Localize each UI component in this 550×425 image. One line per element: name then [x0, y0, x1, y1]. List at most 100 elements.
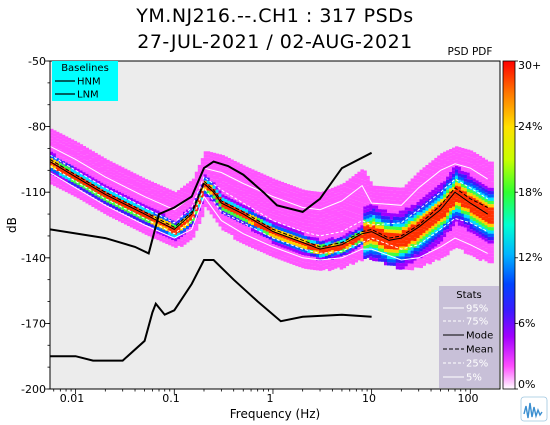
pdf-cell — [360, 228, 364, 232]
pdf-cell — [345, 193, 350, 198]
pdf-cell — [354, 219, 358, 224]
pdf-cell — [58, 185, 63, 190]
pdf-cell — [387, 190, 391, 194]
pdf-cell — [478, 234, 483, 238]
pdf-cell — [363, 206, 367, 210]
pdf-cell — [425, 217, 429, 221]
pdf-cell — [73, 193, 78, 197]
pdf-cell — [156, 190, 160, 195]
pdf-cell — [103, 171, 107, 175]
pdf-cell — [271, 254, 276, 258]
pdf-cell — [224, 176, 228, 180]
pdf-cell — [357, 217, 361, 221]
pdf-cell — [428, 234, 432, 239]
pdf-cell — [79, 144, 84, 148]
pdf-cell — [94, 202, 98, 206]
pdf-cell — [410, 204, 415, 208]
pdf-cell — [490, 204, 494, 208]
pdf-cell — [384, 196, 388, 200]
pdf-cell — [262, 230, 267, 234]
pdf-cell — [168, 212, 172, 216]
pdf-cell — [455, 159, 459, 163]
pdf-cell — [407, 233, 412, 238]
pdf-cell — [94, 156, 98, 160]
pdf-cell — [452, 242, 456, 247]
pdf-cell — [431, 232, 435, 236]
pdf-cell — [277, 249, 282, 253]
pdf-cell — [292, 205, 296, 210]
pdf-cell — [242, 165, 246, 169]
pdf-cell — [307, 200, 311, 204]
pdf-cell — [392, 243, 397, 247]
pdf-cell — [112, 195, 116, 199]
pdf-cell — [478, 228, 483, 232]
pdf-cell — [469, 212, 474, 217]
pdf-cell — [484, 182, 488, 186]
pdf-cell — [304, 236, 308, 240]
pdf-cell — [330, 246, 335, 251]
pdf-cell — [97, 167, 101, 172]
pdf-cell — [50, 148, 54, 152]
pdf-cell — [333, 239, 338, 243]
pdf-cell — [428, 247, 432, 252]
pdf-cell — [339, 200, 344, 204]
pdf-cell — [310, 227, 314, 231]
pdf-cell — [404, 210, 409, 214]
pdf-cell — [460, 213, 465, 217]
pdf-cell — [203, 171, 208, 175]
pdf-cell — [313, 234, 317, 238]
pdf-cell — [348, 211, 353, 215]
pdf-cell — [372, 189, 376, 193]
pdf-cell — [239, 239, 243, 243]
pdf-cell — [85, 157, 89, 161]
pdf-cell — [401, 246, 406, 250]
pdf-cell — [333, 249, 338, 253]
pdf-cell — [484, 244, 488, 249]
pdf-cell — [94, 172, 98, 176]
pdf-cell — [330, 224, 335, 228]
pdf-cell — [321, 227, 326, 231]
pdf-cell — [339, 223, 344, 227]
pdf-cell — [321, 266, 326, 271]
pdf-cell — [457, 216, 462, 220]
pdf-cell — [457, 160, 462, 164]
pdf-cell — [188, 217, 193, 221]
pdf-cell — [452, 160, 456, 165]
pdf-cell — [490, 227, 494, 231]
pdf-cell — [85, 183, 89, 188]
pdf-cell — [428, 218, 432, 222]
pdf-cell — [342, 212, 347, 216]
pdf-cell — [434, 253, 438, 257]
pdf-cell — [301, 258, 305, 262]
pdf-cell — [422, 255, 426, 260]
pdf-cell — [307, 252, 311, 257]
pdf-cell — [180, 217, 184, 221]
pdf-cell — [330, 237, 335, 241]
pdf-cell — [410, 214, 415, 218]
pdf-cell — [224, 225, 228, 229]
pdf-cell — [360, 202, 364, 206]
pdf-cell — [186, 212, 190, 217]
pdf-cell — [85, 160, 89, 165]
pdf-cell — [79, 157, 84, 161]
pdf-cell — [342, 238, 347, 242]
pdf-cell — [180, 207, 184, 211]
pdf-cell — [67, 167, 72, 171]
pdf-cell — [466, 198, 471, 203]
pdf-cell — [82, 195, 86, 199]
pdf-cell — [150, 191, 154, 195]
pdf-cell — [215, 183, 219, 187]
pdf-cell — [221, 227, 225, 231]
pdf-cell — [375, 189, 379, 193]
pdf-cell — [295, 210, 299, 214]
pdf-cell — [61, 144, 66, 148]
pdf-cell — [115, 200, 119, 204]
pdf-cell — [58, 143, 63, 147]
pdf-cell — [457, 245, 462, 249]
pdf-cell — [292, 261, 296, 265]
pdf-cell — [259, 225, 264, 230]
pdf-cell — [242, 231, 246, 235]
pdf-cell — [159, 188, 163, 193]
pdf-cell — [351, 179, 355, 183]
pdf-cell — [259, 199, 264, 203]
